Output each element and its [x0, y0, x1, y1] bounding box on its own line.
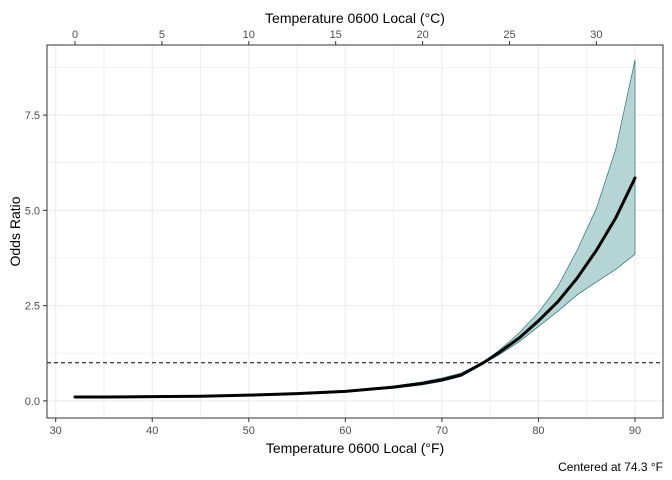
- y-tick-label: 7.5: [25, 110, 40, 122]
- x2-axis-ticks: 0 5 10 15 20 25 30: [72, 29, 603, 45]
- x-tick-label: 70: [436, 425, 448, 437]
- x-tick-label: 90: [629, 425, 641, 437]
- x-axis-title: Temperature 0600 Local (°F): [266, 440, 444, 456]
- confidence-ribbon: [74, 59, 636, 399]
- confidence-band: [74, 59, 636, 399]
- x2-tick-label: 20: [416, 29, 428, 41]
- grid: [47, 45, 663, 418]
- x-tick-label: 80: [532, 425, 544, 437]
- x2-tick-label: 0: [72, 29, 78, 41]
- y-tick-label: 5.0: [25, 205, 40, 217]
- chart-caption: Centered at 74.3 °F: [558, 460, 663, 474]
- y-tick-label: 2.5: [25, 301, 40, 313]
- odds-ratio-series-line: [73, 176, 637, 399]
- x2-tick-label: 30: [590, 29, 602, 41]
- y-axis-title: Odds Ratio: [7, 196, 23, 266]
- x2-tick-label: 25: [503, 29, 515, 41]
- x-tick-label: 30: [50, 425, 62, 437]
- plot-frame: [46, 44, 664, 419]
- x2-tick-label: 5: [159, 29, 165, 41]
- y-axis-ticks: 0.0 2.5 5.0 7.5: [25, 110, 47, 408]
- x2-tick-label: 15: [330, 29, 342, 41]
- odds-ratio-line: [73, 176, 637, 399]
- x2-axis-title: Temperature 0600 Local (°C): [265, 10, 445, 26]
- x-tick-label: 60: [339, 425, 351, 437]
- x-tick-label: 50: [243, 425, 255, 437]
- x-axis-ticks: 30 40 50 60 70 80 90: [50, 418, 641, 437]
- y-tick-label: 0.0: [25, 396, 40, 408]
- x-tick-label: 40: [146, 425, 158, 437]
- x2-tick-label: 10: [243, 29, 255, 41]
